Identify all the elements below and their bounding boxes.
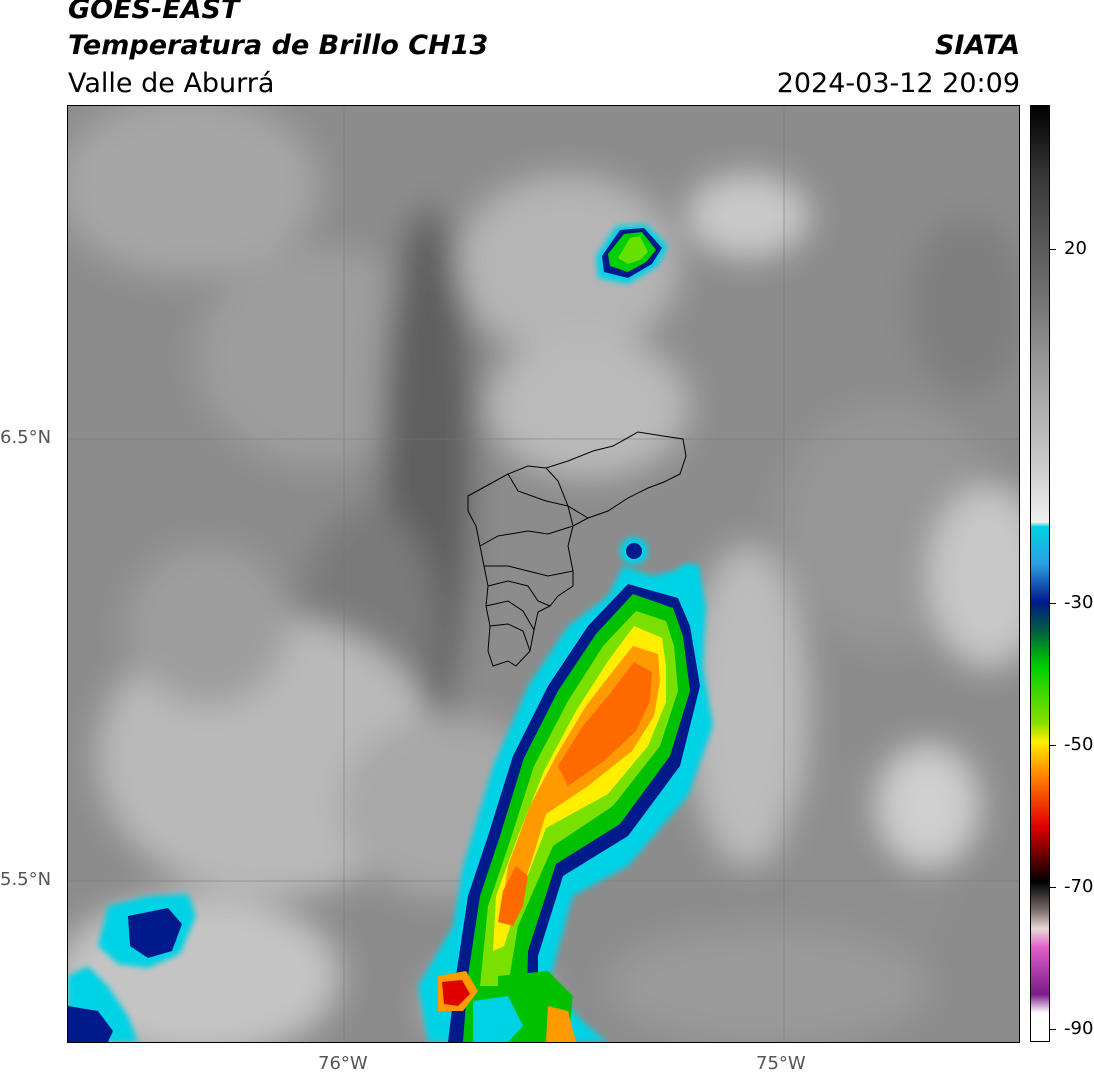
timestamp-label: 2024-03-12 20:09 (776, 68, 1020, 99)
longitude-label: 75°W (756, 1053, 806, 1074)
colorbar-label: -50 (1064, 734, 1094, 755)
graticule (68, 106, 1019, 1042)
colorbar-label: -90 (1064, 1018, 1094, 1039)
organization-label: SIATA (934, 30, 1020, 61)
colorbar-tick (1050, 603, 1056, 604)
colorbar-tick (1050, 1029, 1056, 1030)
satellite-imagery (68, 106, 1019, 1042)
convective-cell-southwest (68, 894, 196, 1042)
latitude-label: 5.5°N (0, 869, 52, 890)
colorbar-tick (1050, 887, 1056, 888)
colorbar-label: 20 (1064, 238, 1087, 259)
colorbar-tick (1050, 249, 1056, 250)
valle-de-aburra-boundaries (467, 431, 687, 667)
convective-cell-small (620, 537, 698, 588)
colorbar-tick (1050, 745, 1056, 746)
latitude-label: 6.5°N (0, 427, 52, 448)
satellite-map[interactable] (67, 105, 1020, 1043)
product-title: Temperatura de Brillo CH13 (68, 30, 489, 61)
longitude-label: 76°W (318, 1053, 368, 1074)
region-label: Valle de Aburrá (68, 68, 275, 99)
colorbar-label: -30 (1064, 592, 1094, 613)
temperature-colorbar (1030, 105, 1050, 1042)
convective-system-main (418, 564, 713, 1042)
satellite-title: GOES-EAST (68, 0, 240, 25)
convective-cell-north (596, 224, 668, 284)
colorbar-label: -70 (1064, 876, 1094, 897)
